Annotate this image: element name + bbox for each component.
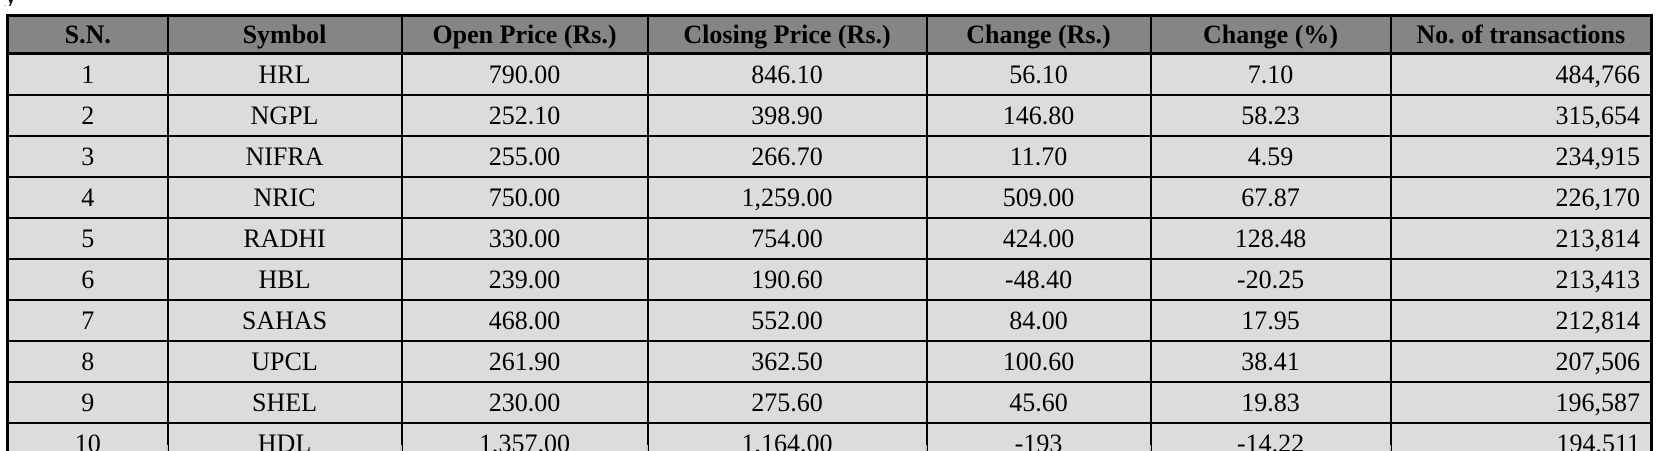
cell-change-pct: 17.95	[1149, 299, 1392, 342]
cell-open-price: 261.90	[400, 340, 649, 383]
cell-change-rs: 424.00	[925, 217, 1152, 260]
table-row: 8 UPCL 261.90 362.50 100.60 38.41 207,50…	[6, 340, 1653, 383]
cell-sn: 7	[6, 299, 169, 342]
cell-open-price: 330.00	[400, 217, 649, 260]
cell-change-rs: 146.80	[925, 94, 1152, 137]
cell-symbol: HDL	[166, 422, 403, 451]
column-header-open-price: Open Price (Rs.)	[400, 14, 649, 55]
table-row: 9 SHEL 230.00 275.60 45.60 19.83 196,587	[6, 381, 1653, 424]
cell-sn: 5	[6, 217, 169, 260]
cell-transactions: 315,654	[1389, 94, 1653, 137]
table-row: 1 HRL 790.00 846.10 56.10 7.10 484,766	[6, 52, 1653, 96]
cell-change-rs: 11.70	[925, 135, 1152, 178]
cell-change-pct: 7.10	[1149, 52, 1392, 96]
column-header-closing-price: Closing Price (Rs.)	[646, 14, 928, 55]
partial-next-row-gridline	[400, 445, 402, 451]
cell-sn: 3	[6, 135, 169, 178]
cell-sn: 2	[6, 94, 169, 137]
cell-change-pct: 128.48	[1149, 217, 1392, 260]
table-row: 3 NIFRA 255.00 266.70 11.70 4.59 234,915	[6, 135, 1653, 178]
cell-symbol: SAHAS	[166, 299, 403, 342]
partial-next-row-gridline	[925, 445, 927, 451]
cell-closing-price: 266.70	[646, 135, 928, 178]
table-row: 6 HBL 239.00 190.60 -48.40 -20.25 213,41…	[6, 258, 1653, 301]
cell-symbol: UPCL	[166, 340, 403, 383]
table-row: 10 HDL 1,357.00 1,164.00 -193 -14.22 194…	[6, 422, 1653, 451]
cell-transactions: 234,915	[1389, 135, 1653, 178]
cell-transactions: 212,814	[1389, 299, 1653, 342]
partial-next-row-gridline	[646, 445, 648, 451]
cell-symbol: NRIC	[166, 176, 403, 219]
cell-open-price: 230.00	[400, 381, 649, 424]
partial-next-row-gridline	[166, 445, 168, 451]
cell-open-price: 252.10	[400, 94, 649, 137]
cell-transactions: 207,506	[1389, 340, 1653, 383]
cell-symbol: NIFRA	[166, 135, 403, 178]
cell-closing-price: 1,259.00	[646, 176, 928, 219]
cell-change-rs: 84.00	[925, 299, 1152, 342]
cell-change-rs: 56.10	[925, 52, 1152, 96]
cell-closing-price: 275.60	[646, 381, 928, 424]
cell-closing-price: 190.60	[646, 258, 928, 301]
cell-symbol: SHEL	[166, 381, 403, 424]
cell-transactions: 213,814	[1389, 217, 1653, 260]
cell-change-rs: -48.40	[925, 258, 1152, 301]
cell-change-rs: -193	[925, 422, 1152, 451]
table-row: 5 RADHI 330.00 754.00 424.00 128.48 213,…	[6, 217, 1653, 260]
cell-sn: 6	[6, 258, 169, 301]
cell-change-rs: 45.60	[925, 381, 1152, 424]
cell-sn: 9	[6, 381, 169, 424]
column-header-change-pct: Change (%)	[1149, 14, 1392, 55]
stock-table: S.N. Symbol Open Price (Rs.) Closing Pri…	[6, 14, 1653, 451]
cell-open-price: 1,357.00	[400, 422, 649, 451]
table-row: 2 NGPL 252.10 398.90 146.80 58.23 315,65…	[6, 94, 1653, 137]
cell-closing-price: 1,164.00	[646, 422, 928, 451]
cell-sn: 4	[6, 176, 169, 219]
cell-change-pct: 4.59	[1149, 135, 1392, 178]
cell-transactions: 484,766	[1389, 52, 1653, 96]
table-header-row: S.N. Symbol Open Price (Rs.) Closing Pri…	[6, 14, 1653, 55]
cell-closing-price: 398.90	[646, 94, 928, 137]
cell-change-rs: 509.00	[925, 176, 1152, 219]
cell-open-price: 239.00	[400, 258, 649, 301]
column-header-sn: S.N.	[6, 14, 169, 55]
cell-symbol: NGPL	[166, 94, 403, 137]
cell-change-pct: 38.41	[1149, 340, 1392, 383]
cell-open-price: 255.00	[400, 135, 649, 178]
cell-transactions: 196,587	[1389, 381, 1653, 424]
cell-change-pct: 58.23	[1149, 94, 1392, 137]
clipped-text-fragment: y	[4, 0, 22, 6]
column-header-symbol: Symbol	[166, 14, 403, 55]
column-header-change-rs: Change (Rs.)	[925, 14, 1152, 55]
cell-open-price: 790.00	[400, 52, 649, 96]
cell-sn: 10	[6, 422, 169, 451]
cell-open-price: 750.00	[400, 176, 649, 219]
cell-open-price: 468.00	[400, 299, 649, 342]
cell-closing-price: 754.00	[646, 217, 928, 260]
cell-closing-price: 846.10	[646, 52, 928, 96]
cell-change-pct: 19.83	[1149, 381, 1392, 424]
partial-next-row-gridline	[1149, 445, 1151, 451]
cell-transactions: 213,413	[1389, 258, 1653, 301]
partial-next-row-gridline	[1389, 445, 1391, 451]
table-row: 7 SAHAS 468.00 552.00 84.00 17.95 212,81…	[6, 299, 1653, 342]
cell-closing-price: 362.50	[646, 340, 928, 383]
cell-change-rs: 100.60	[925, 340, 1152, 383]
cell-symbol: RADHI	[166, 217, 403, 260]
cell-closing-price: 552.00	[646, 299, 928, 342]
cell-symbol: HRL	[166, 52, 403, 96]
cell-transactions: 194,511	[1389, 422, 1653, 451]
column-header-transactions: No. of transactions	[1389, 14, 1653, 55]
cell-sn: 8	[6, 340, 169, 383]
cell-transactions: 226,170	[1389, 176, 1653, 219]
cell-symbol: HBL	[166, 258, 403, 301]
cell-change-pct: -20.25	[1149, 258, 1392, 301]
cell-change-pct: 67.87	[1149, 176, 1392, 219]
table-row: 4 NRIC 750.00 1,259.00 509.00 67.87 226,…	[6, 176, 1653, 219]
cell-sn: 1	[6, 52, 169, 96]
cell-change-pct: -14.22	[1149, 422, 1392, 451]
